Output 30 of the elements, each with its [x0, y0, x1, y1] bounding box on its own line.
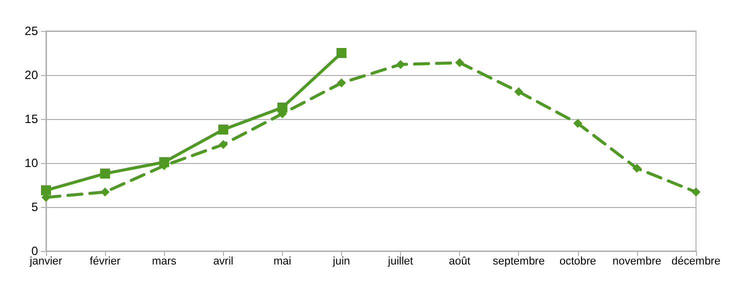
x-tick-label: mai	[273, 256, 292, 268]
x-tick-label: août	[448, 256, 470, 268]
x-tick-label: avril	[213, 256, 234, 268]
y-tick-label: 25	[24, 24, 38, 38]
y-tick-label: 10	[24, 156, 38, 170]
point	[100, 188, 110, 197]
x-tick-label: janvier	[28, 256, 63, 268]
point	[218, 124, 228, 135]
y-tick-label: 0	[31, 244, 38, 258]
point	[41, 185, 51, 196]
point	[632, 164, 642, 173]
y-tick-label: 20	[24, 68, 38, 82]
point	[218, 140, 228, 150]
x-tick-label: décembre	[672, 256, 720, 268]
x-tick-label: octobre	[559, 256, 596, 268]
point	[336, 48, 346, 58]
y-tick-label: 15	[24, 112, 38, 126]
point	[100, 168, 110, 179]
point	[514, 87, 524, 96]
x-tick-label: septembre	[492, 256, 545, 268]
point	[455, 58, 464, 68]
x-tick-label: juin	[332, 256, 350, 268]
point	[336, 78, 346, 88]
point	[692, 188, 700, 197]
x-tick-label: février	[90, 256, 121, 268]
x-tick-label: juillet	[387, 256, 414, 268]
point	[573, 118, 582, 128]
x-tick-label: mars	[152, 256, 177, 268]
y-tick-label: 5	[31, 200, 38, 214]
x-tick-label: novembre	[612, 256, 662, 268]
